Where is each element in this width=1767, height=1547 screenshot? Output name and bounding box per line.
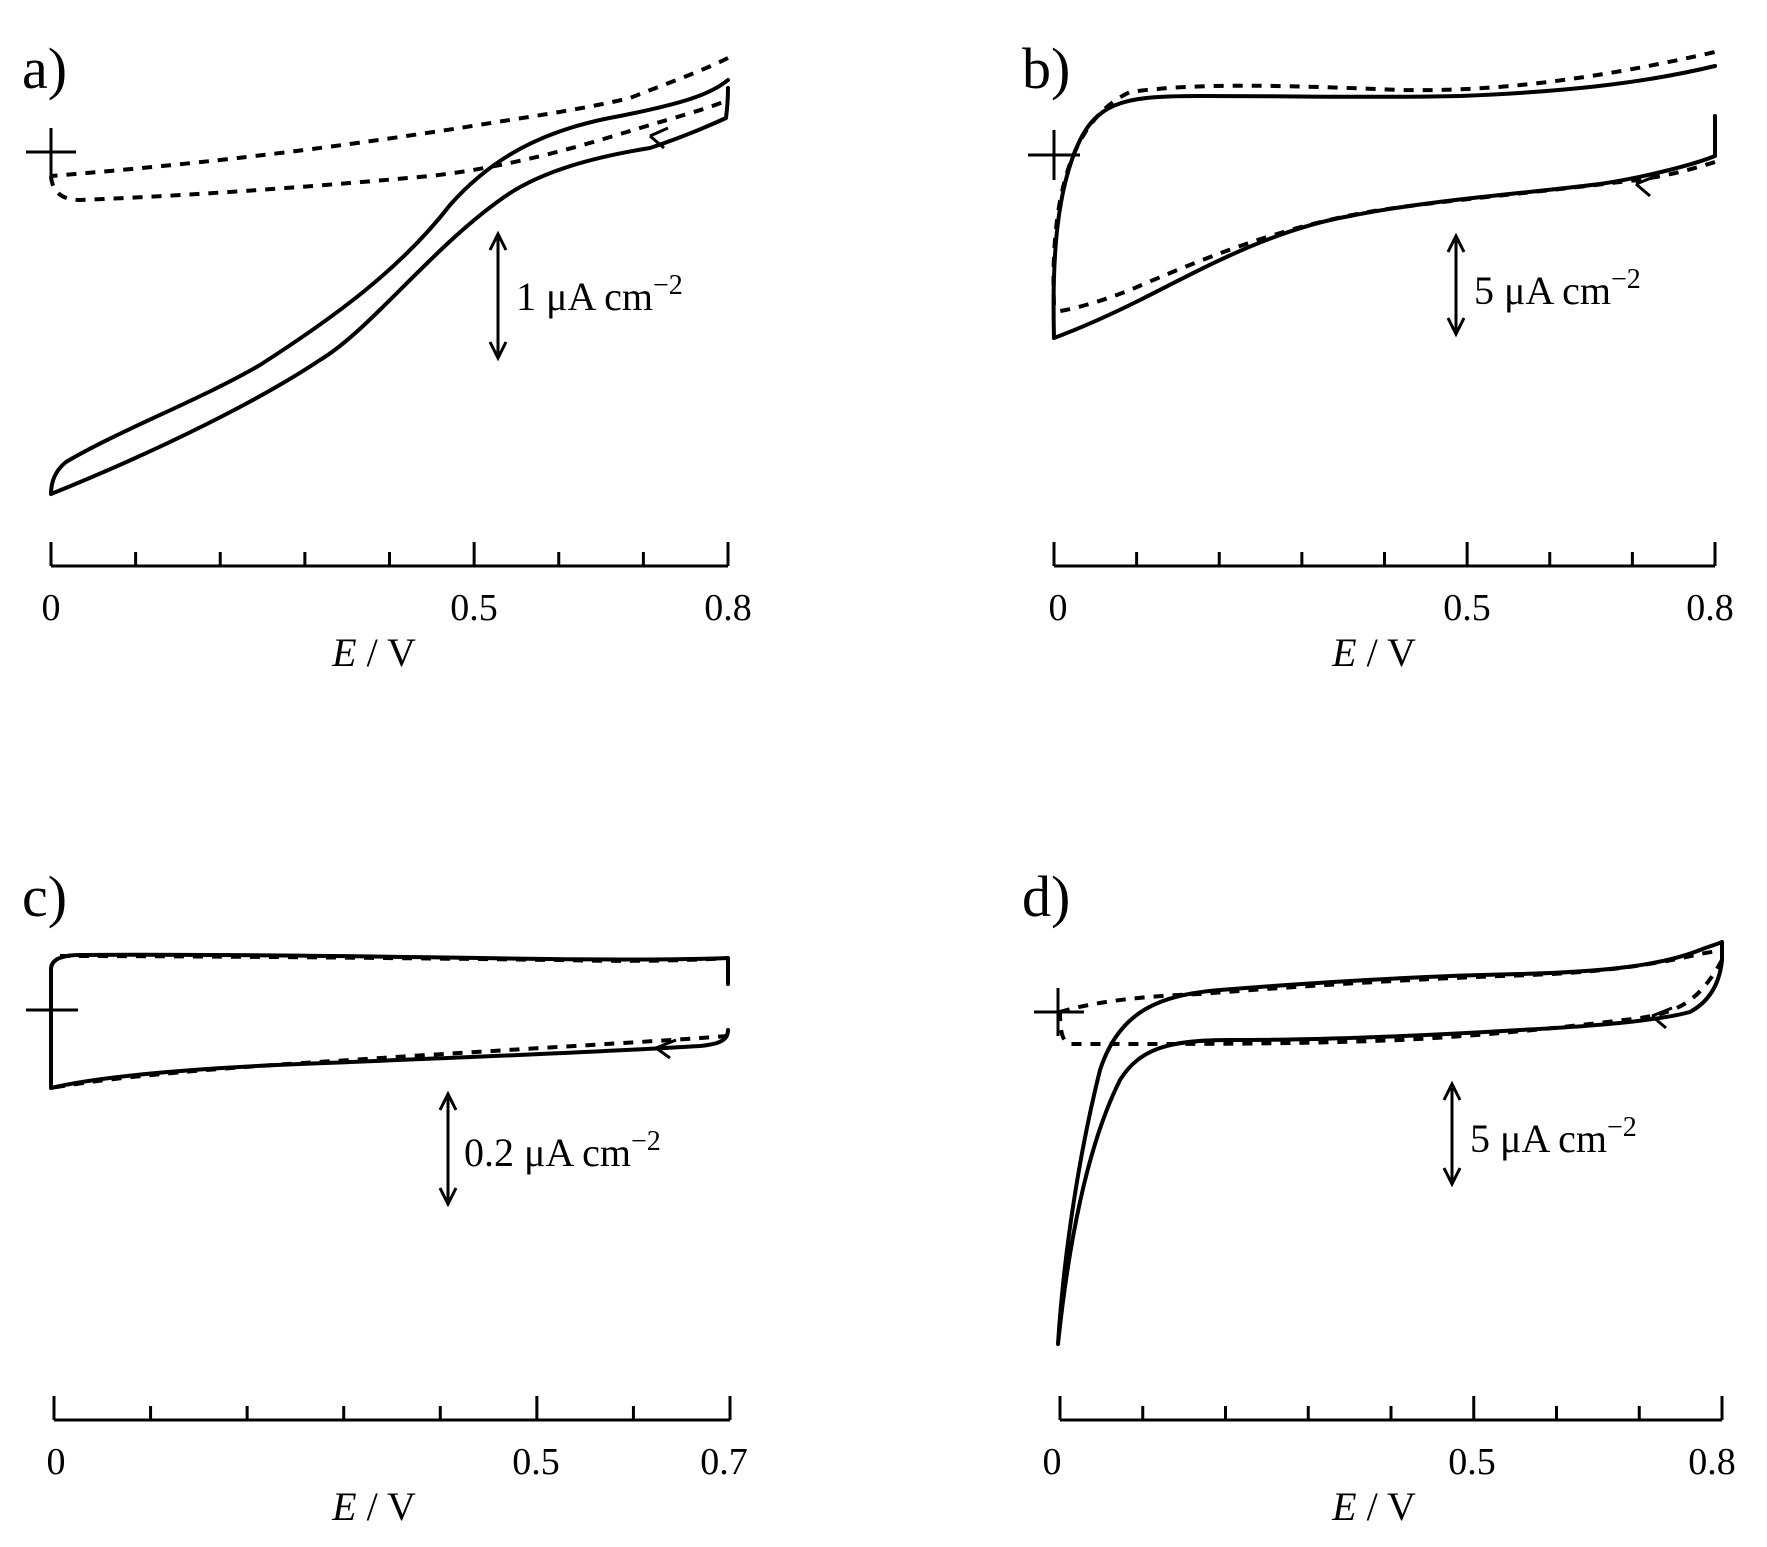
tick-label-a-2: 0.8 (704, 587, 752, 629)
sweep-direction-arrow-b (1635, 174, 1657, 198)
x-axis-a: 0 0.5 0.8 E / V (42, 542, 752, 675)
scale-bar-label-d: 5 μA cm−2 (1470, 1112, 1637, 1161)
panel-c: c) 0.2 μA cm−2 0 0.5 0.7 E / V (22, 864, 748, 1529)
scale-bar-d: 5 μA cm−2 (1442, 1080, 1637, 1188)
panel-a: a) 1 μA cm−2 0 0.5 0.8 E / V (22, 36, 752, 675)
x-axis-label-a: E / V (331, 630, 416, 675)
panel-d: d) 5 μA cm−2 0 0.5 0.8 E / V (1022, 864, 1736, 1529)
tick-label-d-1: 0.5 (1448, 1441, 1496, 1483)
tick-label-c-0: 0 (47, 1441, 66, 1483)
tick-label-b-1: 0.5 (1443, 587, 1491, 629)
dotted-cv-curve-b (1051, 50, 1716, 314)
scale-bar-b: 5 μA cm−2 (1446, 232, 1641, 338)
tick-label-a-0: 0 (42, 587, 61, 629)
tick-label-b-2: 0.8 (1686, 587, 1734, 629)
tick-label-d-0: 0 (1043, 1441, 1062, 1483)
scale-bar-label-a: 1 μA cm−2 (516, 270, 683, 319)
solid-cv-curve-d (1056, 940, 1724, 1346)
panel-label-a: a) (22, 36, 67, 101)
x-axis-label-d: E / V (1331, 1484, 1416, 1529)
zero-current-mark-a (26, 128, 76, 176)
sweep-direction-arrow-a (649, 126, 669, 150)
x-axis-label-c: E / V (331, 1484, 416, 1529)
panel-label-b: b) (1022, 36, 1070, 101)
solid-cv-curve-b (1051, 64, 1717, 340)
solid-cv-curve-a (49, 78, 730, 496)
panel-b: b) 5 μA cm−2 0 0.5 0.8 E / V (1022, 36, 1734, 675)
solid-cv-curve-c (49, 952, 730, 1090)
scale-bar-label-c: 0.2 μA cm−2 (464, 1126, 661, 1175)
scale-bar-a: 1 μA cm−2 (488, 230, 683, 362)
tick-label-a-1: 0.5 (450, 587, 498, 629)
tick-label-c-1: 0.5 (512, 1441, 560, 1483)
tick-label-c-2: 0.7 (700, 1441, 748, 1483)
scale-bar-label-b: 5 μA cm−2 (1474, 264, 1641, 313)
sweep-direction-arrow-d (1651, 1006, 1673, 1030)
scale-bar-c: 0.2 μA cm−2 (438, 1090, 661, 1208)
dotted-cv-curve-a (49, 56, 729, 203)
x-axis-b: 0 0.5 0.8 E / V (1049, 542, 1734, 675)
x-axis-d: 0 0.5 0.8 E / V (1043, 1396, 1736, 1529)
panel-label-d: d) (1022, 864, 1070, 929)
panel-label-c: c) (22, 864, 67, 929)
tick-label-b-0: 0 (1049, 587, 1068, 629)
dotted-cv-curve-c (50, 954, 729, 1090)
zero-current-mark-b (1028, 130, 1080, 180)
tick-label-d-2: 0.8 (1688, 1441, 1736, 1483)
x-axis-c: 0 0.5 0.7 E / V (47, 1396, 748, 1529)
sweep-direction-arrow-c (655, 1038, 677, 1060)
dotted-cv-curve-d (1058, 948, 1724, 1046)
x-axis-label-b: E / V (1331, 630, 1416, 675)
